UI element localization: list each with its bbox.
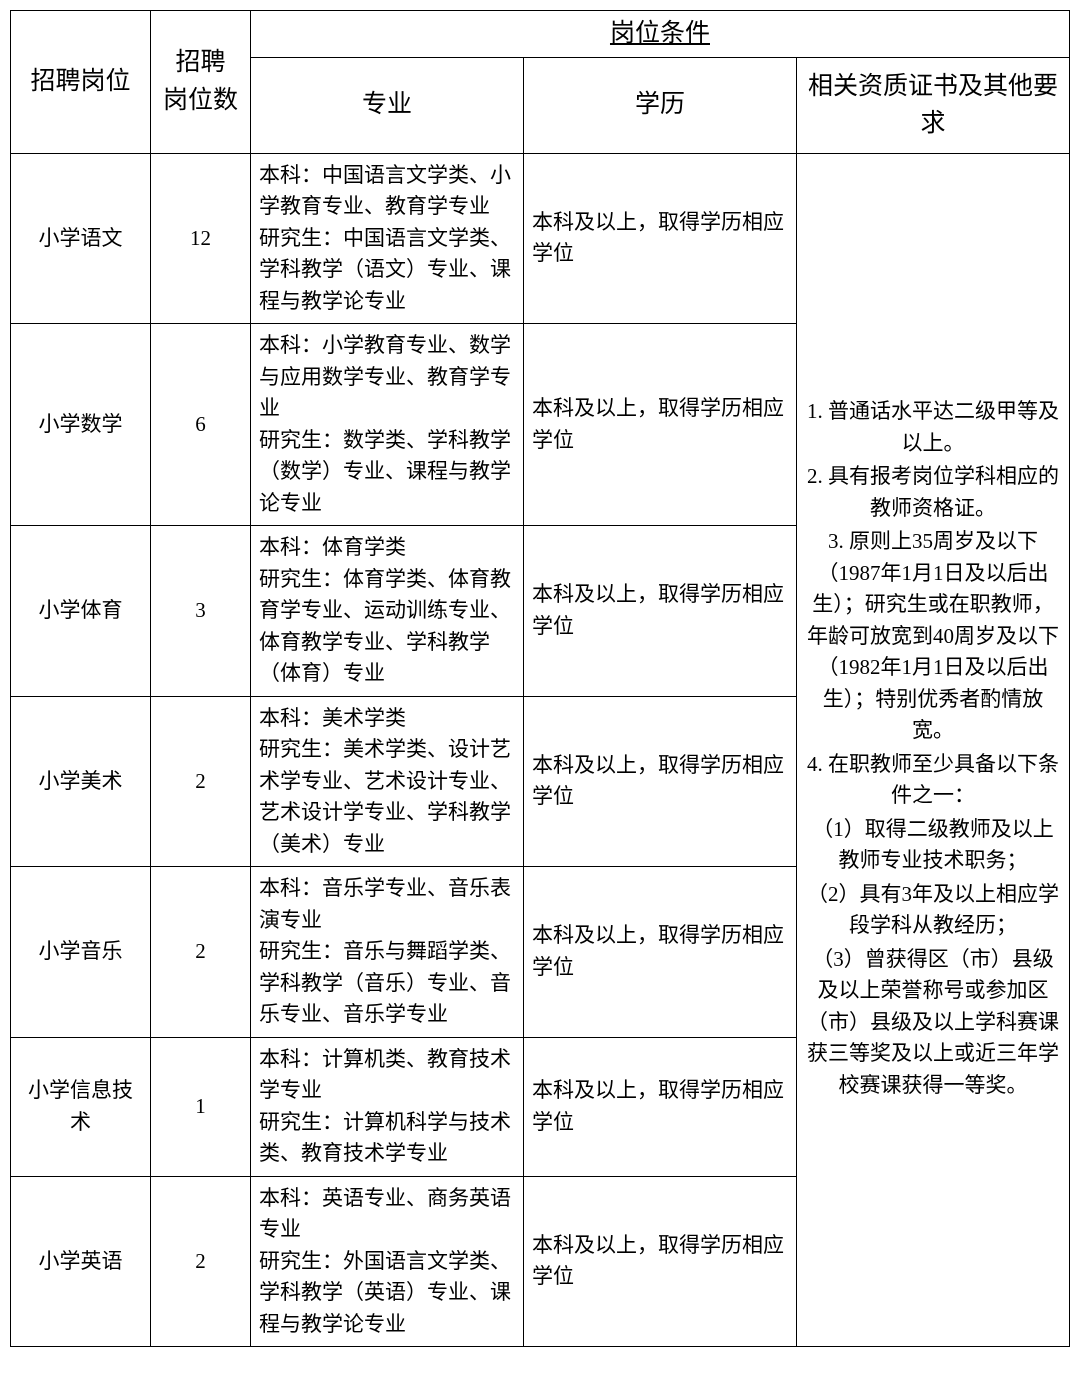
- cell-position: 小学语文: [11, 153, 151, 324]
- req-line: （1）取得二级教师及以上教师专业技术职务；: [805, 814, 1061, 877]
- cell-position: 小学信息技术: [11, 1037, 151, 1176]
- header-conditions: 岗位条件: [251, 11, 1070, 58]
- header-education: 学历: [524, 57, 797, 153]
- cell-education: 本科及以上，取得学历相应学位: [524, 324, 797, 526]
- cell-education: 本科及以上，取得学历相应学位: [524, 867, 797, 1038]
- req-line: 3. 原则上35周岁及以下（1987年1月1日及以后出生）；研究生或在职教师，年…: [805, 526, 1061, 747]
- recruitment-table: 招聘岗位 招聘 岗位数 岗位条件 专业 学历 相关资质证书及其他要求 小学语文 …: [10, 10, 1070, 1347]
- cell-education: 本科及以上，取得学历相应学位: [524, 153, 797, 324]
- cell-position: 小学英语: [11, 1176, 151, 1347]
- header-count: 招聘 岗位数: [151, 11, 251, 154]
- cell-education: 本科及以上，取得学历相应学位: [524, 1176, 797, 1347]
- header-row-1: 招聘岗位 招聘 岗位数 岗位条件: [11, 11, 1070, 58]
- cell-education: 本科及以上，取得学历相应学位: [524, 526, 797, 697]
- cell-count: 2: [151, 1176, 251, 1347]
- cell-requirements: 1. 普通话水平达二级甲等及以上。 2. 具有报考岗位学科相应的教师资格证。 3…: [797, 153, 1070, 1347]
- cell-position: 小学音乐: [11, 867, 151, 1038]
- header-major: 专业: [251, 57, 524, 153]
- cell-major: 本科：音乐学专业、音乐表演专业 研究生：音乐与舞蹈学类、学科教学（音乐）专业、音…: [251, 867, 524, 1038]
- cell-major: 本科：英语专业、商务英语专业 研究生：外国语言文学类、学科教学（英语）专业、课程…: [251, 1176, 524, 1347]
- cell-count: 1: [151, 1037, 251, 1176]
- cell-major: 本科：小学教育专业、数学与应用数学专业、教育学专业 研究生：数学类、学科教学（数…: [251, 324, 524, 526]
- cell-count: 12: [151, 153, 251, 324]
- cell-education: 本科及以上，取得学历相应学位: [524, 696, 797, 867]
- cell-major: 本科：美术学类 研究生：美术学类、设计艺术学专业、艺术设计专业、艺术设计学专业、…: [251, 696, 524, 867]
- cell-major: 本科：中国语言文学类、小学教育专业、教育学专业 研究生：中国语言文学类、学科教学…: [251, 153, 524, 324]
- req-line: 4. 在职教师至少具备以下条件之一：: [805, 749, 1061, 812]
- cell-count: 3: [151, 526, 251, 697]
- req-line: （2）具有3年及以上相应学段学科从教经历；: [805, 879, 1061, 942]
- cell-position: 小学美术: [11, 696, 151, 867]
- cell-count: 6: [151, 324, 251, 526]
- req-line: （3）曾获得区（市）县级及以上荣誉称号或参加区（市）县级及以上学科赛课获三等奖及…: [805, 944, 1061, 1102]
- cell-major: 本科：体育学类 研究生：体育学类、体育教育学专业、运动训练专业、体育教学专业、学…: [251, 526, 524, 697]
- cell-position: 小学数学: [11, 324, 151, 526]
- header-position: 招聘岗位: [11, 11, 151, 154]
- req-line: 2. 具有报考岗位学科相应的教师资格证。: [805, 461, 1061, 524]
- header-requirements: 相关资质证书及其他要求: [797, 57, 1070, 153]
- cell-education: 本科及以上，取得学历相应学位: [524, 1037, 797, 1176]
- req-line: 1. 普通话水平达二级甲等及以上。: [805, 396, 1061, 459]
- cell-count: 2: [151, 696, 251, 867]
- cell-position: 小学体育: [11, 526, 151, 697]
- cell-count: 2: [151, 867, 251, 1038]
- table-row: 小学语文 12 本科：中国语言文学类、小学教育专业、教育学专业 研究生：中国语言…: [11, 153, 1070, 324]
- cell-major: 本科：计算机类、教育技术学专业 研究生：计算机科学与技术类、教育技术学专业: [251, 1037, 524, 1176]
